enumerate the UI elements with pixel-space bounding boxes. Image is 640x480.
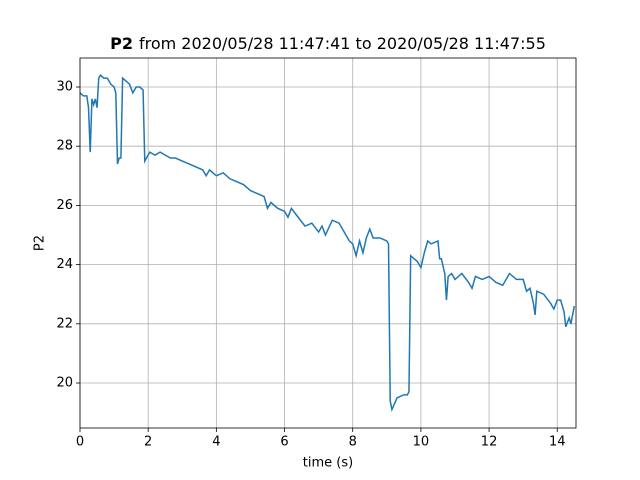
x-tick-label: 10: [413, 435, 430, 450]
x-axis-label: time (s): [303, 456, 353, 471]
x-tick-label: 12: [481, 435, 498, 450]
y-axis-label: P2: [33, 235, 48, 251]
x-tick-label: 2: [144, 435, 152, 450]
title-bold: P2: [110, 34, 133, 53]
plot-frame: [79, 57, 577, 429]
y-tick-label: 24: [56, 257, 73, 272]
x-tick-label: 6: [280, 435, 288, 450]
y-tick-label: 26: [56, 198, 73, 213]
x-tick-label: 4: [212, 435, 220, 450]
x-tick-label: 14: [549, 435, 566, 450]
x-tick-label: 0: [76, 435, 84, 450]
y-tick-label: 22: [56, 316, 73, 331]
x-tick-label: 8: [349, 435, 357, 450]
line: [80, 74, 576, 413]
chart-title: P2 from 2020/05/28 11:47:41 to 2020/05/28…: [110, 34, 546, 53]
y-tick-label: 28: [56, 139, 73, 154]
y-tick-label: 20: [56, 376, 73, 391]
y-tick-label: 30: [56, 80, 73, 95]
title-rest: from 2020/05/28 11:47:41 to 2020/05/28 1…: [139, 34, 546, 53]
